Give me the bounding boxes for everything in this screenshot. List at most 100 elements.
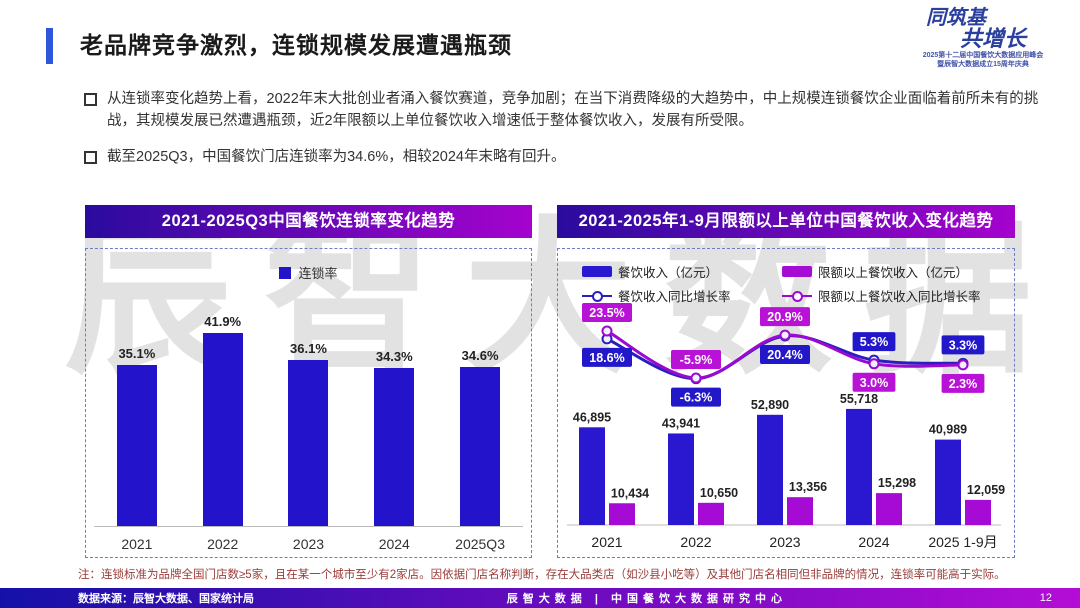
- line-marker: [868, 358, 880, 370]
- footer-bar: 数据来源：辰智大数据、国家统计局 辰智大数据 | 中国餐饮大数据研究中心 12: [0, 588, 1080, 608]
- bullet-item: 截至2025Q3，中国餐饮门店连锁率为34.6%，相较2024年末略有回升。: [84, 146, 1044, 168]
- page-number: 12: [1039, 592, 1052, 604]
- chain-rate-chart-panel: 2021-2025Q3中国餐饮连锁率变化趋势 连锁率 35.1% 41.9% 36.…: [85, 205, 532, 558]
- bar-group: 34.6%: [456, 348, 504, 526]
- bar-value-label: 35.1%: [118, 345, 156, 361]
- logo-subtitle1: 2025第十二届中国餐饮大数据应用峰会: [922, 52, 1044, 59]
- x-axis-label: 2021: [591, 534, 622, 550]
- chain-rate-bar: [374, 368, 415, 526]
- growth-chip-label: 20.4%: [767, 348, 802, 362]
- x-axis-label: 2024: [858, 534, 889, 550]
- bar-group: 41.9%: [199, 314, 247, 526]
- chain-rate-bar: [202, 333, 243, 526]
- legend-label: 餐饮收入（亿元）: [618, 266, 719, 280]
- bar-group: 36.1%: [284, 341, 332, 526]
- bar-value-label: 12,059: [967, 483, 1005, 497]
- limited-revenue-bar: [698, 502, 724, 525]
- bar-group: 34.3%: [370, 349, 418, 526]
- bullet-square-icon: [84, 151, 97, 164]
- growth-chip: [760, 307, 810, 327]
- chain-rate-legend-swatch: [279, 266, 292, 279]
- chain-rate-chart-title: 2021-2025Q3中国餐饮连锁率变化趋势: [85, 205, 532, 238]
- growth-chip: [941, 373, 985, 393]
- bar-value-label: 43,941: [662, 416, 700, 430]
- legend-label: 限额以上餐饮收入同比增长率: [818, 290, 981, 304]
- logo-line1: 同筑基: [926, 5, 986, 29]
- line-marker: [957, 359, 969, 371]
- bar-value-label: 34.6%: [461, 347, 499, 363]
- bullet-text: 截至2025Q3，中国餐饮门店连锁率为34.6%，相较2024年末略有回升。: [107, 149, 566, 165]
- bar-value-label: 10,434: [611, 486, 649, 500]
- growth-chip: [582, 347, 632, 367]
- revenue-bar: [757, 414, 783, 525]
- revenue-chart-panel: 2021-2025年1-9月限额以上单位中国餐饮收入变化趋势 餐饮收入（亿元） …: [557, 205, 1015, 558]
- bar-value-label: 10,650: [700, 486, 738, 500]
- bar-value-label: 46,895: [573, 410, 611, 424]
- limited-revenue-bar: [876, 493, 902, 525]
- x-axis-label: 2025 1-9月: [928, 534, 997, 550]
- chain-rate-bars: 35.1% 41.9% 36.1% 34.3% 34.6%: [94, 314, 523, 527]
- bullet-text: 从连锁率变化趋势上看，2022年末大批创业者涌入餐饮赛道，竞争加剧；在当下消费降…: [107, 91, 1039, 129]
- data-source: 数据来源：辰智大数据、国家统计局: [78, 593, 254, 605]
- bar-value-label: 13,356: [789, 480, 827, 494]
- bar-value-label: 36.1%: [290, 340, 327, 356]
- footnote: 注：连锁标准为品牌全国门店数≥5家，且在某一个城市至少有2家店。因依据门店名称判…: [78, 569, 1006, 581]
- logo-subtitle2: 暨辰智大数据成立15周年庆典: [937, 61, 1029, 68]
- revenue-bar-swatch: [582, 266, 612, 277]
- growth-chip-label: 3.3%: [949, 338, 978, 352]
- growth-chip-label: 20.9%: [767, 310, 802, 324]
- revenue-chart-title: 2021-2025年1-9月限额以上单位中国餐饮收入变化趋势: [557, 205, 1015, 238]
- legend-item-limited-line: 限额以上餐饮收入同比增长率: [782, 286, 1008, 305]
- revenue-legend: 餐饮收入（亿元） 限额以上餐饮收入（亿元） 餐饮收入同比增长率 限额以上餐饮收入…: [582, 262, 1008, 305]
- revenue-bar: [846, 408, 872, 525]
- chain-rate-categories: 2021 2022 2023 2024 2025Q3: [94, 536, 523, 552]
- bullet-list: 从连锁率变化趋势上看，2022年末大批创业者涌入餐饮赛道，竞争加剧；在当下消费降…: [84, 88, 1044, 182]
- growth-chip-label: 2.3%: [949, 377, 978, 391]
- x-axis-label: 2022: [207, 536, 239, 552]
- growth-chip: [671, 387, 721, 407]
- revenue-chart-box: 餐饮收入（亿元） 限额以上餐饮收入（亿元） 餐饮收入同比增长率 限额以上餐饮收入…: [557, 248, 1015, 558]
- revenue-bar: [668, 433, 694, 525]
- x-axis-label: 2023: [769, 534, 800, 550]
- growth-chip-label: 5.3%: [860, 335, 889, 349]
- footer-org: 辰智大数据 | 中国餐饮大数据研究中心: [506, 593, 787, 605]
- x-axis-label: 2021: [121, 536, 153, 552]
- revenue-bar: [935, 439, 961, 525]
- growth-chip-label: -5.9%: [680, 353, 713, 367]
- revenue-bar: [579, 427, 605, 525]
- x-axis-label: 2024: [378, 536, 410, 552]
- bar-value-label: 41.9%: [204, 314, 242, 330]
- limited-growth-line-swatch: [782, 290, 812, 302]
- logo-line2: 共增长: [960, 26, 1027, 52]
- event-logo: 同筑基 共增长 2025第十二届中国餐饮大数据应用峰会 暨辰智大数据成立15周年…: [898, 6, 1068, 69]
- revenue-growth-line-swatch: [582, 290, 612, 302]
- legend-item-revenue-line: 餐饮收入同比增长率: [582, 286, 782, 305]
- x-axis-label: 2025Q3: [455, 536, 505, 552]
- bar-value-label: 15,298: [878, 476, 916, 490]
- growth-chip: [671, 350, 721, 370]
- revenue-combo-chart: 46,895 43,941 52,890 55,718 40,989 10,434 10,6…: [567, 303, 1005, 550]
- legend-item-limited-bar: 限额以上餐饮收入（亿元）: [782, 262, 1008, 281]
- chain-rate-bar: [460, 366, 501, 526]
- chain-rate-legend: 连锁率: [86, 263, 531, 282]
- growth-chip: [941, 335, 985, 355]
- line-marker: [690, 372, 702, 384]
- chain-rate-bar: [116, 364, 157, 526]
- bar-value-label: 55,718: [840, 392, 878, 406]
- growth-chip-label: 3.0%: [860, 376, 889, 390]
- growth-chip: [852, 372, 896, 392]
- line-marker: [601, 325, 613, 337]
- growth-chip-label: -6.3%: [680, 391, 713, 405]
- growth-chip: [582, 303, 632, 322]
- title-accent-bar: [46, 28, 53, 64]
- chain-rate-bar: [288, 359, 329, 526]
- x-axis-label: 2022: [680, 534, 711, 550]
- growth-chip-label: 18.6%: [589, 351, 624, 365]
- chain-rate-chart-box: 连锁率 35.1% 41.9% 36.1% 34.3% 34.6% 2021 2022 20…: [85, 248, 532, 558]
- page-title: 老品牌竞争激烈，连锁规模发展遭遇瓶颈: [80, 32, 512, 58]
- chain-rate-legend-label: 连锁率: [298, 266, 338, 281]
- bullet-square-icon: [84, 93, 97, 106]
- growth-chip-label: 23.5%: [589, 306, 624, 320]
- growth-chip: [852, 332, 896, 352]
- x-axis-label: 2023: [292, 536, 325, 552]
